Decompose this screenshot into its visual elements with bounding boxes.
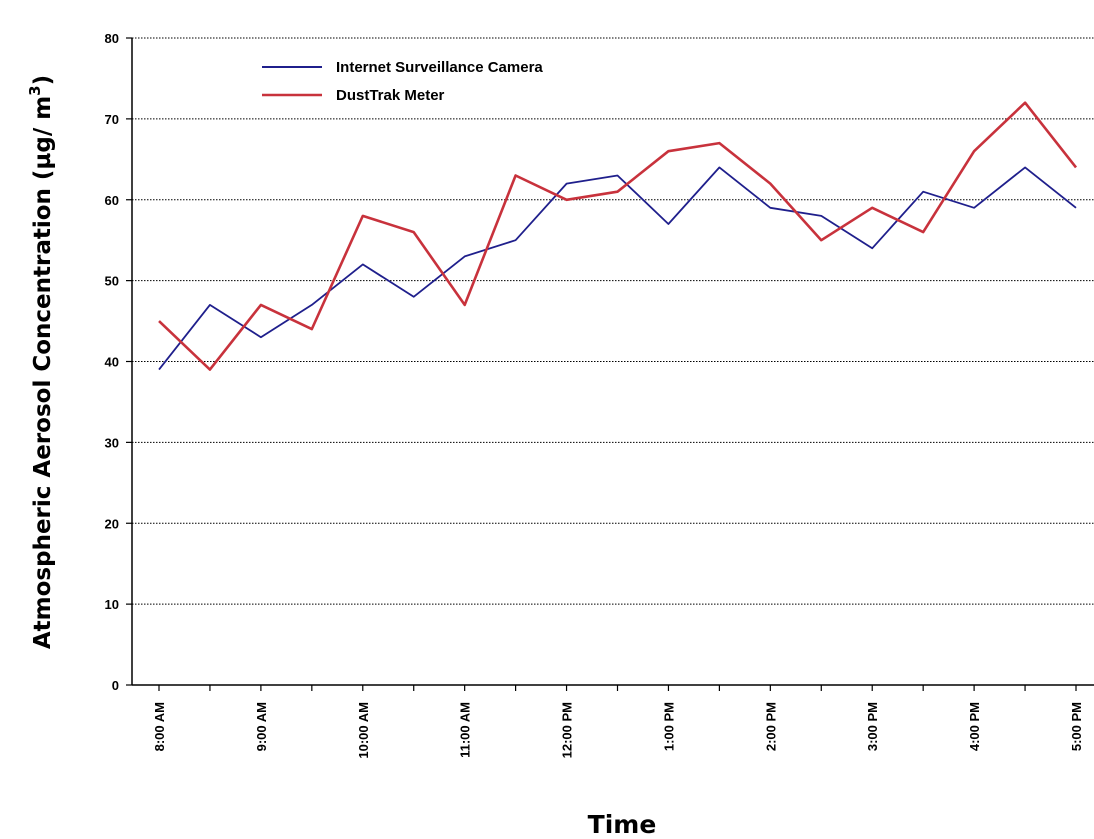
- y-tick-label-30: 30: [105, 435, 119, 450]
- x-tick-label-8-00-am: 8:00 AM: [152, 702, 167, 751]
- y-tick-label-10: 10: [105, 597, 119, 612]
- series-line-internet-surveillance-camera: [158, 166, 1077, 371]
- series-line-dusttrak-meter: [158, 101, 1078, 371]
- x-axis-title: Time: [588, 810, 657, 839]
- gridlines: [132, 37, 1094, 605]
- series-lines: [158, 101, 1078, 371]
- y-tick-label-60: 60: [105, 193, 119, 208]
- x-tick-label-1-00-pm: 1:00 PM: [661, 702, 676, 751]
- y-tick-label-40: 40: [105, 355, 119, 370]
- x-tick-labels: 8:00 AM 9:00 AM 10:00 AM 11:00 AM 12:00 PM 1:…: [152, 685, 1084, 759]
- x-tick-label-2-00-pm: 2:00 PM: [763, 702, 778, 751]
- x-tick-label-5-00-pm: 5:00 PM: [1069, 702, 1084, 751]
- legend-label-dusttrak: DustTrak Meter: [336, 87, 445, 104]
- y-tick-labels: 0 10 20 30 40 50 60 70 80: [105, 31, 132, 693]
- x-tick-label-11-00-am: 11:00 AM: [458, 702, 473, 758]
- y-axis-title-superscript: 3: [26, 85, 44, 95]
- y-axis-title: Atmospheric Aerosol Concentration (µg/ m…: [26, 75, 56, 649]
- legend: Internet Surveillance Camera DustTrak Me…: [262, 59, 543, 104]
- y-axis-title-close: ): [30, 75, 56, 86]
- x-tick-label-9-00-am: 9:00 AM: [254, 702, 269, 751]
- x-tick-label-3-00-pm: 3:00 PM: [865, 702, 880, 751]
- y-tick-label-20: 20: [105, 516, 119, 531]
- x-tick-label-4-00-pm: 4:00 PM: [967, 702, 982, 751]
- y-tick-label-80: 80: [105, 31, 119, 46]
- y-tick-label-70: 70: [105, 112, 119, 127]
- legend-label-camera: Internet Surveillance Camera: [336, 59, 543, 76]
- y-axis-title-main: Atmospheric Aerosol Concentration (µg/ m: [30, 96, 56, 649]
- y-tick-label-50: 50: [105, 274, 119, 289]
- x-tick-label-12-00-pm: 12:00 PM: [560, 702, 575, 758]
- y-tick-label-0: 0: [112, 678, 119, 693]
- x-tick-label-10-00-am: 10:00 AM: [356, 702, 371, 759]
